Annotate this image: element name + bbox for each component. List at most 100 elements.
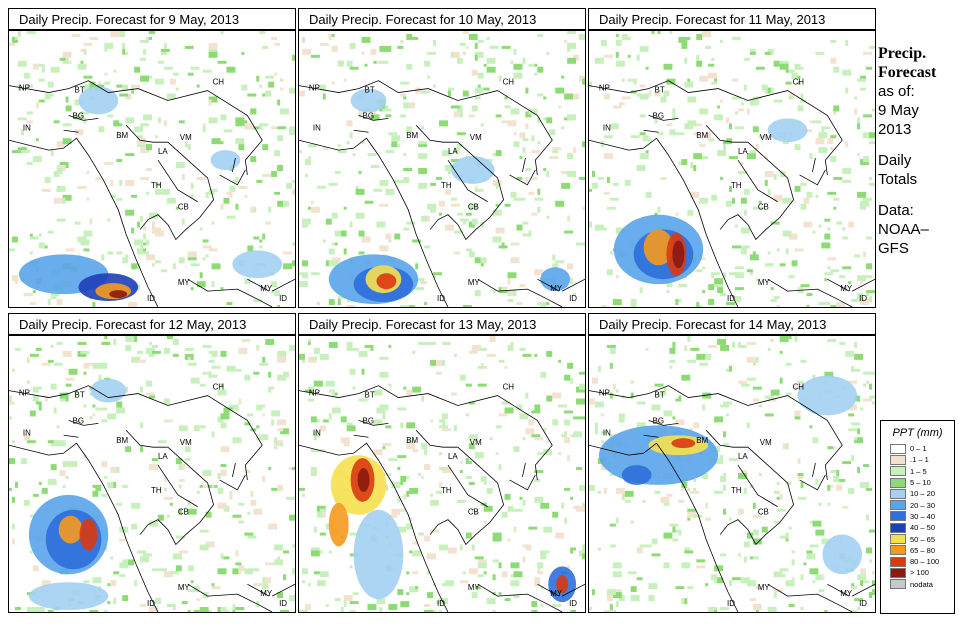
precip-cell xyxy=(11,523,15,530)
precip-cell xyxy=(232,604,236,611)
precip-cell xyxy=(101,493,108,497)
precip-cell xyxy=(385,150,395,154)
precip-cell xyxy=(274,440,284,447)
precip-cell xyxy=(857,275,867,282)
precip-cell xyxy=(343,78,347,82)
precip-cell xyxy=(397,589,404,596)
precip-cell xyxy=(555,419,559,426)
precip-cell xyxy=(743,209,747,216)
precip-cell xyxy=(720,99,724,103)
precip-cell xyxy=(250,490,254,497)
precip-cell xyxy=(842,236,849,240)
country-label: NP xyxy=(19,84,30,93)
precip-cell xyxy=(705,353,712,360)
precip-cell xyxy=(322,239,326,243)
precip-cell xyxy=(561,126,565,130)
precip-cell xyxy=(131,502,141,509)
precip-cell xyxy=(226,302,233,306)
precip-cell xyxy=(555,200,565,207)
precip-cell xyxy=(208,99,212,106)
precip-cell xyxy=(474,185,478,189)
precip-cell xyxy=(220,383,224,387)
precip-cell xyxy=(857,78,867,82)
precip-cell xyxy=(11,496,15,503)
precip-cell xyxy=(361,419,365,423)
legend-item: nodata xyxy=(881,579,954,590)
precip-cell xyxy=(208,42,218,49)
precip-cell xyxy=(131,194,138,198)
precip-cell xyxy=(543,168,547,171)
country-label: LA xyxy=(158,147,168,156)
precip-cell xyxy=(44,93,51,100)
precip-cell xyxy=(833,206,837,210)
precip-cell xyxy=(137,138,147,145)
precip-cell xyxy=(711,272,715,279)
precip-cell xyxy=(154,135,158,139)
legend-label: 50 – 65 xyxy=(910,534,936,544)
precip-cell xyxy=(866,487,873,491)
precip-cell xyxy=(346,141,350,145)
precip-cell xyxy=(403,386,407,390)
precip-cell xyxy=(591,170,595,177)
precip-cell xyxy=(166,93,176,100)
precip-cell xyxy=(256,404,266,408)
precip-cell xyxy=(842,461,852,465)
precip-cell xyxy=(693,132,700,136)
precip-cell xyxy=(525,428,535,435)
precip-cell xyxy=(717,150,727,157)
precip-cell xyxy=(101,419,108,423)
precip-cell xyxy=(815,138,825,145)
precip-cell xyxy=(495,425,502,429)
precip-cell xyxy=(836,470,840,476)
precip-cell xyxy=(755,144,759,151)
precip-cell xyxy=(205,371,209,375)
precip-cell xyxy=(589,188,592,192)
precip-cell xyxy=(181,440,185,444)
panel-title: Daily Precip. Forecast for 14 May, 2013 xyxy=(588,313,876,335)
precip-cell xyxy=(92,362,102,369)
precip-cell xyxy=(406,33,413,40)
precip-cell xyxy=(184,141,188,148)
precip-cell xyxy=(555,87,565,94)
country-label: MY xyxy=(758,278,771,287)
precip-cell xyxy=(501,571,508,578)
precip-cell xyxy=(268,467,272,471)
legend-label: 80 – 100 xyxy=(910,557,940,567)
precip-cell xyxy=(507,120,517,127)
precip-cell xyxy=(492,209,502,216)
precip-cell xyxy=(385,484,389,491)
precip-cell xyxy=(767,607,777,612)
precip-cell xyxy=(836,221,843,225)
precip-cell xyxy=(190,580,194,584)
precip-cell xyxy=(271,281,278,288)
precip-cell xyxy=(806,191,813,198)
precip-cell xyxy=(714,284,724,288)
precip-cell xyxy=(35,63,45,67)
legend-item: 5 – 10 xyxy=(881,477,954,488)
precip-cell xyxy=(74,114,84,121)
legend-swatch xyxy=(890,556,906,567)
precip-cell xyxy=(737,170,747,174)
precip-cell xyxy=(818,224,822,228)
precip-area xyxy=(621,465,652,485)
precip-cell xyxy=(734,111,738,115)
precip-cell xyxy=(253,236,260,240)
precip-cell xyxy=(447,90,451,97)
precip-cell xyxy=(95,487,102,491)
precip-cell xyxy=(570,377,574,384)
precip-cell xyxy=(328,341,338,348)
precip-cell xyxy=(104,45,108,52)
precip-cell xyxy=(235,138,245,145)
precip-cell xyxy=(202,126,206,133)
precip-cell xyxy=(65,383,72,387)
precip-cell xyxy=(782,230,792,237)
precip-cell xyxy=(358,170,362,174)
legend-swatch xyxy=(890,511,906,522)
precip-cell xyxy=(477,383,487,387)
country-label: LA xyxy=(158,452,168,461)
precip-cell xyxy=(603,487,607,494)
precip-cell xyxy=(352,592,359,596)
precip-cell xyxy=(47,610,54,612)
precip-cell xyxy=(44,176,51,183)
